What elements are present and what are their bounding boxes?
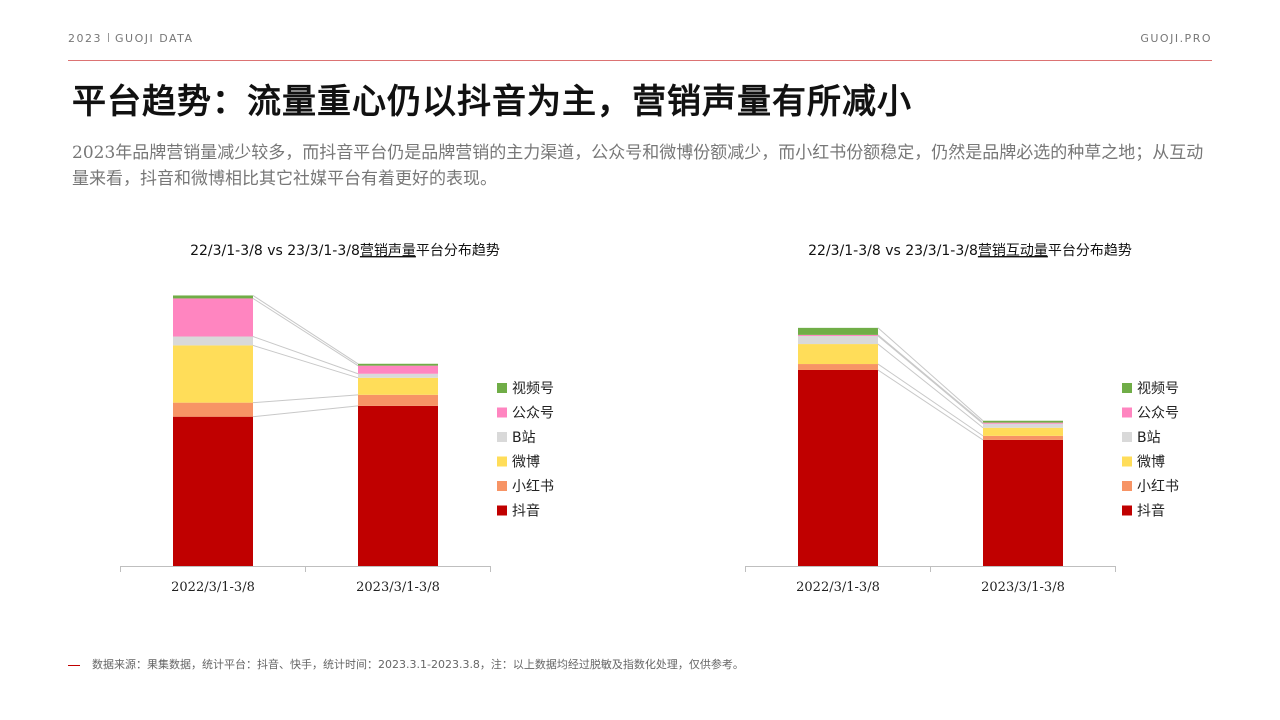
interaction-legend-label-B站: B站 — [1137, 430, 1161, 446]
volume-bar-0-公众号 — [173, 298, 253, 337]
chart-interaction: 22/3/1-3/8 vs 23/3/1-3/8营销互动量平台分布趋势 2022/… — [695, 230, 1255, 610]
interaction-legend-swatch-抖音 — [1122, 505, 1132, 516]
interaction-legend-swatch-微博 — [1122, 456, 1132, 467]
interaction-title-prefix: 22/3/1-3/8 vs 23/3/1-3/8 — [808, 243, 978, 259]
chart-interaction-svg: 22/3/1-3/8 vs 23/3/1-3/8营销互动量平台分布趋势 2022/… — [745, 243, 1179, 595]
interaction-bar-0-B站 — [798, 335, 878, 345]
volume-connector-微博 — [252, 344, 359, 379]
volume-bar-1-B站 — [358, 373, 438, 378]
interaction-x-label-0: 2022/3/1-3/8 — [796, 580, 880, 595]
interaction-legend-swatch-公众号 — [1122, 407, 1132, 418]
footer-note: 数据来源：果集数据，统计平台：抖音、快手，统计时间：2023.3.1-2023.… — [68, 656, 744, 672]
interaction-legend-swatch-小红书 — [1122, 481, 1132, 491]
volume-bar-1-视频号 — [358, 363, 438, 366]
volume-bar-0-小红书 — [173, 402, 253, 417]
volume-bar-0-B站 — [173, 336, 253, 346]
volume-bar-0-抖音 — [173, 416, 253, 566]
interaction-bar-0-视频号 — [798, 327, 878, 335]
footer-text: 数据来源：果集数据，统计平台：抖音、快手，统计时间：2023.3.1-2023.… — [92, 658, 744, 671]
interaction-legend-label-公众号: 公众号 — [1137, 406, 1179, 422]
volume-legend-label-视频号: 视频号 — [512, 381, 554, 397]
volume-connector-小红书 — [252, 394, 359, 404]
volume-bar-1-微博 — [358, 377, 438, 395]
volume-title: 22/3/1-3/8 vs 23/3/1-3/8营销声量平台分布趋势 — [190, 243, 500, 259]
volume-bar-0-视频号 — [173, 295, 253, 299]
page-subtitle: 2023年品牌营销量减少较多，而抖音平台仍是品牌营销的主力渠道，公众号和微博份额… — [72, 143, 1204, 189]
interaction-legend-swatch-视频号 — [1122, 383, 1132, 393]
interaction-bar-0-小红书 — [798, 364, 878, 370]
page-title: 平台趋势：流量重心仍以抖音为主，营销声量有所减小 — [72, 82, 912, 122]
volume-connector-公众号 — [252, 298, 359, 367]
interaction-bar-1-公众号 — [983, 422, 1063, 424]
interaction-connector-total — [877, 327, 984, 422]
interaction-connector-小红书 — [877, 363, 984, 437]
volume-legend-label-微博: 微博 — [512, 454, 540, 471]
interaction-legend-label-微博: 微博 — [1137, 454, 1165, 471]
volume-legend-swatch-B站 — [497, 432, 507, 442]
interaction-legend-label-视频号: 视频号 — [1137, 381, 1179, 397]
volume-legend-swatch-微博 — [497, 456, 507, 467]
header-year: 2023 — [68, 32, 102, 45]
volume-legend-swatch-视频号 — [497, 383, 507, 393]
header-left: 2023 GUOJI DATA — [68, 32, 194, 45]
interaction-bar-1-B站 — [983, 423, 1063, 428]
interaction-connector-抖音 — [877, 369, 984, 441]
interaction-x-label-1: 2023/3/1-3/8 — [981, 580, 1065, 595]
interaction-connector-公众号 — [877, 334, 984, 424]
volume-legend-label-公众号: 公众号 — [512, 406, 554, 422]
volume-bar-0-微博 — [173, 345, 253, 403]
volume-legend-label-B站: B站 — [512, 430, 536, 446]
header-brand: GUOJI DATA — [115, 32, 194, 45]
volume-legend-label-小红书: 小红书 — [512, 479, 554, 495]
volume-legend-swatch-小红书 — [497, 481, 507, 491]
volume-bar-1-抖音 — [358, 405, 438, 566]
interaction-bar-1-小红书 — [983, 435, 1063, 440]
chart-volume: 22/3/1-3/8 vs 23/3/1-3/8营销声量平台分布趋势 2022/3… — [70, 230, 630, 610]
interaction-bar-1-微博 — [983, 427, 1063, 436]
interaction-title-emphasis: 营销互动量 — [978, 243, 1048, 259]
interaction-bar-0-微博 — [798, 344, 878, 365]
header-site: GUOJI.PRO — [1140, 32, 1212, 45]
interaction-connector-B站 — [877, 335, 984, 425]
volume-x-label-1: 2023/3/1-3/8 — [356, 580, 440, 595]
interaction-legend-swatch-B站 — [1122, 432, 1132, 442]
volume-title-prefix: 22/3/1-3/8 vs 23/3/1-3/8 — [190, 243, 360, 259]
volume-connector-total — [252, 295, 359, 365]
volume-bar-1-公众号 — [358, 365, 438, 374]
volume-bar-1-小红书 — [358, 394, 438, 406]
interaction-bar-1-视频号 — [983, 420, 1063, 423]
volume-legend-label-抖音: 抖音 — [512, 503, 540, 520]
interaction-connector-微博 — [877, 343, 984, 429]
volume-legend-swatch-公众号 — [497, 407, 507, 418]
volume-connector-抖音 — [252, 405, 359, 418]
volume-legend-swatch-抖音 — [497, 505, 507, 516]
interaction-title: 22/3/1-3/8 vs 23/3/1-3/8营销互动量平台分布趋势 — [808, 243, 1132, 259]
header-separator — [108, 33, 109, 42]
interaction-bar-1-抖音 — [983, 439, 1063, 566]
volume-connector-B站 — [252, 336, 359, 375]
interaction-bar-0-公众号 — [798, 334, 878, 336]
interaction-legend-label-抖音: 抖音 — [1137, 503, 1165, 520]
interaction-title-suffix: 平台分布趋势 — [1048, 243, 1132, 259]
interaction-bar-0-抖音 — [798, 369, 878, 566]
volume-x-label-0: 2022/3/1-3/8 — [171, 580, 255, 595]
chart-volume-svg: 22/3/1-3/8 vs 23/3/1-3/8营销声量平台分布趋势 2022/3… — [120, 243, 554, 595]
interaction-legend-label-小红书: 小红书 — [1137, 479, 1179, 495]
header-divider — [68, 60, 1212, 61]
volume-title-suffix: 平台分布趋势 — [416, 243, 500, 259]
footer-dash — [68, 664, 80, 666]
volume-title-emphasis: 营销声量 — [360, 243, 416, 259]
